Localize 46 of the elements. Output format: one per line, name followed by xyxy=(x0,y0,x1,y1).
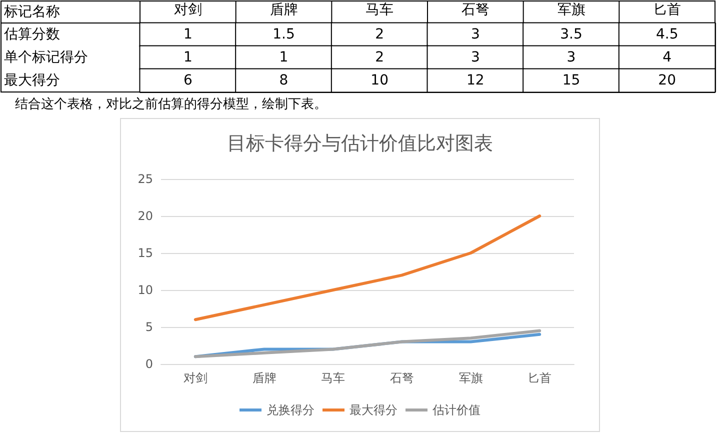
x-tick-label: 军旗 xyxy=(557,2,586,18)
y-tick-label: 10 xyxy=(138,283,153,297)
x-tick-label: 匕首 xyxy=(528,371,552,385)
x-tick-label: 盾牌 xyxy=(270,2,298,18)
y-tick-label: 估算分数 xyxy=(3,26,60,42)
line-series xyxy=(194,214,542,322)
data-label: 1 xyxy=(183,26,192,42)
x-tick-label: 盾牌 xyxy=(252,371,276,385)
legend-label: 估计价值 xyxy=(432,403,480,417)
x-tick-label: 马车 xyxy=(321,371,346,385)
legend-label: 最大得分 xyxy=(350,403,398,417)
data-label: 4 xyxy=(662,50,672,66)
y-tick-label: 0 xyxy=(145,357,153,371)
data-label: 1 xyxy=(279,50,288,66)
data-label: 3 xyxy=(470,26,480,42)
data-label: 12 xyxy=(466,72,484,88)
data-label: 3.5 xyxy=(560,26,582,42)
data-label: 2 xyxy=(375,26,384,42)
x-tick-label: 对剑 xyxy=(183,371,208,385)
chart-title: 目标卡得分与估计价值比对图表 xyxy=(227,132,493,154)
x-tick-label: 马车 xyxy=(366,2,394,18)
data-label: 20 xyxy=(658,72,676,88)
data-label: 1 xyxy=(183,50,192,66)
x-tick-label: 军旗 xyxy=(458,371,483,385)
x-tick-label: 对剑 xyxy=(174,2,202,18)
x-tick-label: 匕首 xyxy=(653,2,682,18)
data-label: 1.5 xyxy=(272,26,295,42)
data-label: 3 xyxy=(470,50,480,66)
y-tick-label: 15 xyxy=(138,246,153,260)
data-label: 3 xyxy=(566,50,576,66)
data-label: 4.5 xyxy=(656,26,678,42)
data-label: 10 xyxy=(370,72,388,88)
text: 结合这个表格，对比之前估算的得分模型，绘制下表。 xyxy=(15,97,327,112)
y-tick-label: 5 xyxy=(145,320,153,334)
y-tick-label: 20 xyxy=(138,209,153,223)
x-tick-label: 石弩 xyxy=(390,371,414,385)
y-tick-label: 单个标记得分 xyxy=(4,50,88,66)
data-label: 8 xyxy=(279,72,288,88)
x-tick-label: 石弩 xyxy=(461,2,490,18)
y-tick-label: 最大得分 xyxy=(4,72,60,88)
data-label: 2 xyxy=(375,50,384,66)
legend-label: 兑换得分 xyxy=(266,403,314,417)
y-axis-title: 标记名称 xyxy=(3,4,60,20)
data-label: 15 xyxy=(562,72,580,88)
data-label: 6 xyxy=(183,72,192,88)
y-tick-label: 25 xyxy=(138,172,153,186)
